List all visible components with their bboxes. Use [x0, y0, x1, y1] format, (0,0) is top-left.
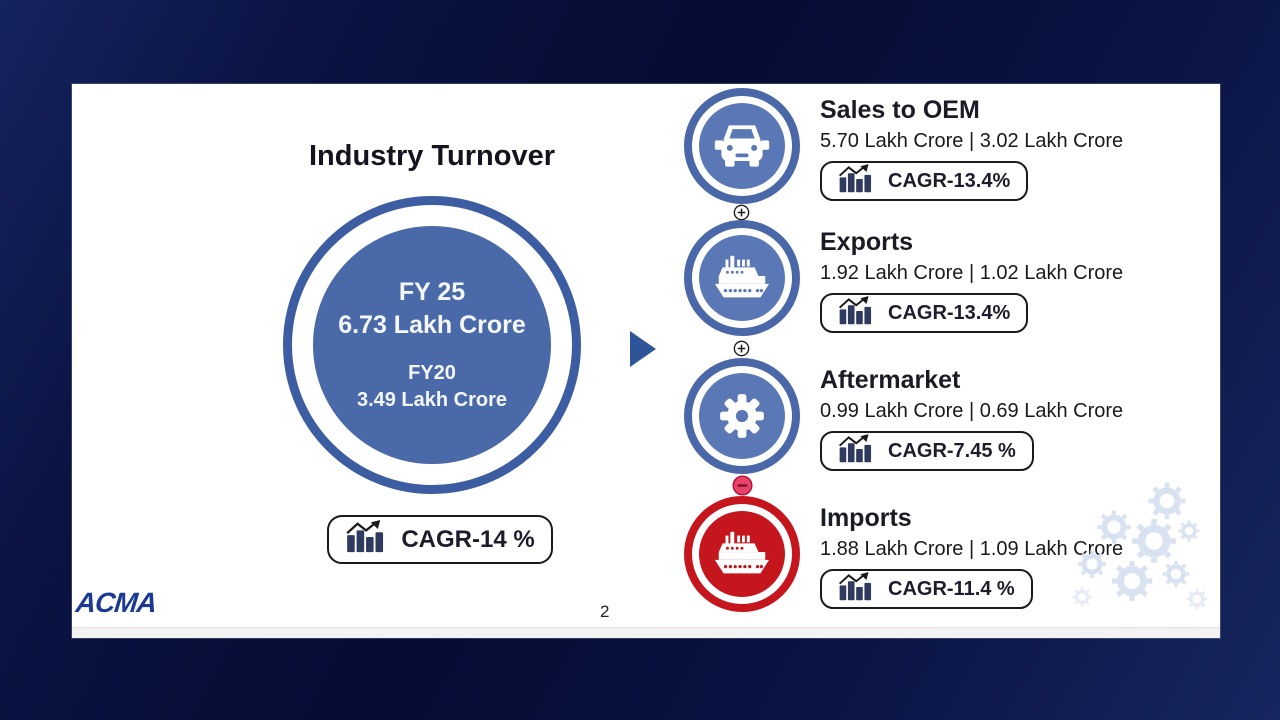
segment-values: 0.99 Lakh Crore | 0.69 Lakh Crore	[820, 400, 1124, 422]
segment-cagr-badge: CAGR-11.4 %	[820, 569, 1033, 609]
bar-chart-icon	[838, 571, 876, 607]
segment-cagr-label: CAGR-13.4%	[888, 301, 1011, 324]
exports-circle	[684, 220, 800, 336]
segment-cagr-badge: CAGR-7.45 %	[820, 431, 1034, 471]
fy25-value: 6.73 Lakh Crore	[338, 311, 526, 339]
industry-turnover-disc: FY 25 6.73 Lakh Crore FY20 3.49 Lakh Cro…	[313, 226, 551, 464]
plus-icon	[733, 340, 750, 362]
segment-title: Imports	[820, 504, 912, 532]
bar-chart-icon	[838, 295, 876, 331]
page-number: 2	[600, 602, 610, 621]
segment-cagr-label: CAGR-13.4%	[888, 169, 1011, 192]
segment-title: Aftermarket	[820, 366, 961, 394]
segment-title: Exports	[820, 228, 914, 256]
car-icon	[699, 103, 785, 189]
industry-turnover-circle: FY 25 6.73 Lakh Crore FY20 3.49 Lakh Cro…	[283, 196, 581, 494]
fy20-value: 3.49 Lakh Crore	[356, 389, 508, 411]
slide-canvas: Industry Turnover FY 25 6.73 Lakh Crore …	[72, 84, 1220, 638]
segment-sales-to-oem: Sales to OEM 5.70 Lakh Crore | 3.02 Lakh…	[684, 88, 1164, 204]
bar-chart-icon	[838, 433, 876, 469]
segment-imports: Imports 1.88 Lakh Crore | 1.09 Lakh Cror…	[684, 496, 1164, 612]
aftermarket-circle	[684, 358, 800, 474]
bar-chart-icon	[838, 163, 876, 199]
minus-icon	[732, 475, 753, 501]
fy20-label: FY20	[408, 362, 456, 384]
segment-cagr-label: CAGR-11.4 %	[888, 577, 1015, 600]
segment-aftermarket: Aftermarket 0.99 Lakh Crore | 0.69 Lakh …	[684, 358, 1164, 474]
segment-values: 5.70 Lakh Crore | 3.02 Lakh Crore	[820, 130, 1124, 152]
gear-icon	[699, 373, 785, 459]
industry-cagr-badge: CAGR-14 %	[327, 515, 553, 564]
acma-logo: ACMA	[74, 587, 158, 618]
sales-to-oem-circle	[684, 88, 800, 204]
ship-icon	[699, 511, 785, 597]
segment-values: 1.88 Lakh Crore | 1.09 Lakh Crore	[820, 538, 1124, 560]
imports-circle	[684, 496, 800, 612]
segment-cagr-badge: CAGR-13.4%	[820, 293, 1029, 333]
page-title: Industry Turnover	[309, 140, 555, 172]
industry-cagr-label: CAGR-14 %	[401, 525, 535, 553]
segment-title: Sales to OEM	[820, 96, 980, 124]
arrow-right-icon	[628, 329, 658, 374]
plus-icon	[733, 204, 750, 226]
segment-values: 1.92 Lakh Crore | 1.02 Lakh Crore	[820, 262, 1124, 284]
gears-watermark-icon	[1054, 469, 1214, 624]
ship-icon	[699, 235, 785, 321]
segment-exports: Exports 1.92 Lakh Crore | 1.02 Lakh Cror…	[684, 220, 1164, 336]
footer-strip	[72, 627, 1220, 638]
bar-chart-icon	[345, 520, 389, 559]
segment-cagr-badge: CAGR-13.4%	[820, 161, 1029, 201]
fy25-label: FY 25	[398, 278, 466, 306]
segment-cagr-label: CAGR-7.45 %	[888, 439, 1016, 462]
